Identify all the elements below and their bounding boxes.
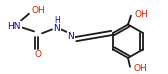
Text: H: H (54, 16, 60, 25)
Text: OH: OH (134, 10, 148, 19)
Text: O: O (34, 50, 41, 59)
Text: N: N (54, 24, 60, 33)
Text: HN: HN (7, 22, 21, 31)
Text: OH: OH (31, 6, 45, 15)
Text: N: N (68, 32, 74, 41)
Text: OH: OH (133, 64, 147, 73)
